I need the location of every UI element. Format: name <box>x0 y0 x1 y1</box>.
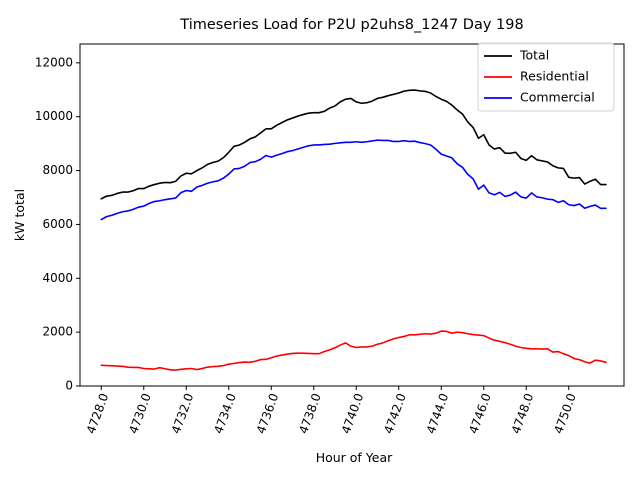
y-tick-label: 10000 <box>35 109 73 123</box>
x-axis-label: Hour of Year <box>316 450 393 465</box>
chart-title: Timeseries Load for P2U p2uhs8_1247 Day … <box>179 17 523 33</box>
y-tick-label: 6000 <box>42 217 73 231</box>
series-line-total <box>100 89 607 200</box>
legend-label-total: Total <box>519 48 549 63</box>
series-layer <box>100 89 607 371</box>
y-tick-label: 4000 <box>42 271 73 285</box>
plot-frame <box>79 43 625 387</box>
legend-label-residential: Residential <box>520 69 589 84</box>
y-tick-label: 12000 <box>35 55 73 69</box>
series-line-residential <box>100 330 607 371</box>
legend-label-commercial: Commercial <box>520 90 595 105</box>
y-tick-label: 8000 <box>42 163 73 177</box>
y-tick-label: 2000 <box>42 325 73 339</box>
legend-box <box>477 42 615 112</box>
y-axis-label: kW total <box>12 189 27 241</box>
y-tick-label: 0 <box>65 379 73 393</box>
legend: Total Residential Commercial <box>477 42 615 112</box>
y-axis: 0 2000 4000 6000 8000 10000 12000 <box>35 55 80 393</box>
series-line-commercial <box>100 139 607 221</box>
